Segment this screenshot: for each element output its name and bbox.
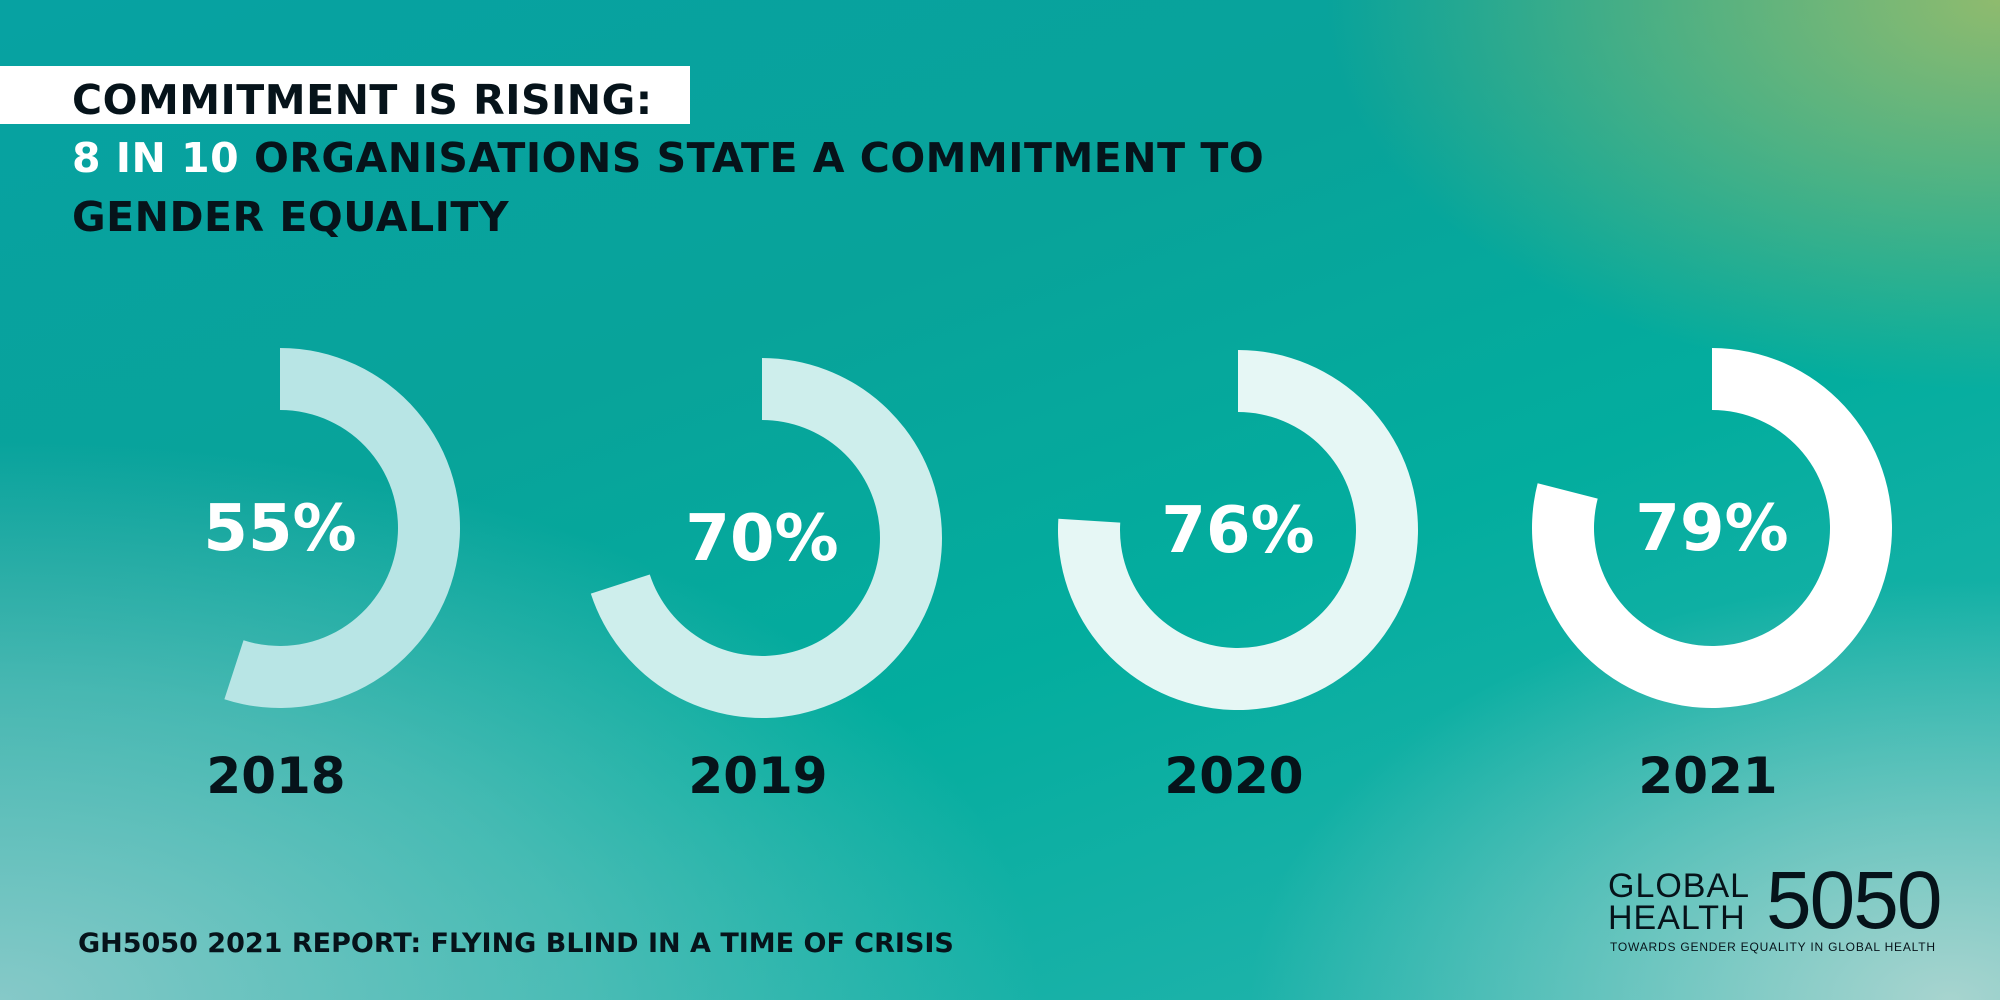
year-label-2021: 2021 [1638,747,1777,805]
headline-line-1: COMMITMENT IS RISING: [72,76,653,124]
percent-label-2020: 76% [1161,494,1314,568]
logo-word-global: GLOBAL [1608,867,1751,905]
donut-arc-2018 [224,348,460,708]
headline-line-2-rest: ORGANISATIONS STATE A COMMITMENT TO [239,134,1265,182]
percent-label-2021: 79% [1635,492,1788,566]
donut-arc-2021 [1532,348,1892,708]
logo-words: GLOBAL HEALTH [1608,867,1751,937]
headline-highlight-band [0,66,690,124]
donut-arc-2020 [1058,350,1418,710]
logo-word-health: HEALTH [1608,899,1746,937]
percent-label-2018: 55% [203,492,356,566]
year-label-2018: 2018 [206,747,345,805]
headline-line-3: GENDER EQUALITY [72,193,510,241]
percent-label-2019: 70% [685,502,838,576]
report-source: GH5050 2021 REPORT: FLYING BLIND IN A TI… [78,928,954,959]
donut-arc-2019 [590,357,943,718]
headline-line-2: 8 IN 10 ORGANISATIONS STATE A COMMITMENT… [72,134,1264,182]
global-health-5050-logo: GLOBAL HEALTH 5050 TOWARDS GENDER EQUALI… [1608,860,1942,955]
year-label-2019: 2019 [688,747,827,805]
logo-number: 5050 [1766,855,1942,946]
year-label-2020: 2020 [1164,747,1303,805]
headline-accent: 8 IN 10 [72,134,240,182]
logo-tagline: TOWARDS GENDER EQUALITY IN GLOBAL HEALTH [1610,940,1936,954]
